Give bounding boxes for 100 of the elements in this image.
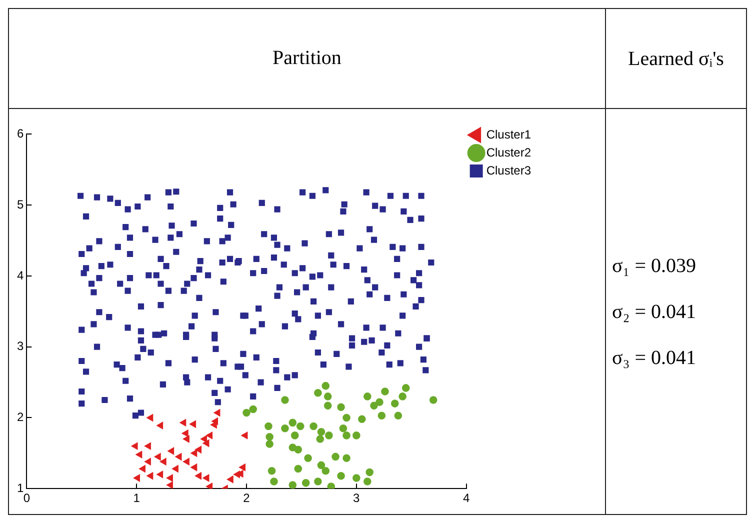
legend-label: Cluster3	[486, 163, 568, 178]
point	[302, 479, 310, 487]
point	[342, 414, 350, 422]
point	[154, 453, 161, 460]
point	[144, 458, 151, 466]
point	[249, 405, 257, 414]
point	[239, 464, 246, 471]
y-tick-label: 6	[16, 126, 24, 141]
x-tick-label: 1	[133, 491, 140, 506]
point	[200, 435, 208, 443]
point	[134, 474, 140, 482]
point	[366, 468, 374, 476]
x-tick-label: 3	[353, 491, 360, 506]
point	[281, 396, 289, 404]
point	[381, 388, 389, 396]
point	[398, 392, 406, 400]
point	[317, 428, 326, 436]
point	[206, 482, 213, 489]
point	[324, 392, 332, 400]
x-tick-label: 0	[23, 491, 30, 506]
point	[202, 474, 210, 482]
text: σ₂ = 0.041	[612, 300, 698, 324]
point	[394, 412, 402, 420]
point	[139, 465, 146, 472]
point	[352, 432, 360, 440]
point	[190, 450, 198, 457]
point	[160, 458, 166, 466]
point	[378, 412, 386, 420]
point	[370, 402, 378, 410]
point	[268, 466, 276, 475]
point	[131, 442, 138, 450]
point	[296, 422, 304, 430]
point	[327, 482, 336, 489]
point	[264, 422, 272, 430]
point	[332, 452, 340, 461]
text: σ₃ = 0.041	[612, 346, 698, 370]
point	[212, 418, 218, 425]
y-tick-label: 4	[16, 268, 24, 282]
point	[294, 446, 302, 454]
x-tick-label: 2	[243, 491, 250, 506]
point	[363, 478, 372, 486]
point	[202, 440, 210, 447]
point	[166, 481, 173, 489]
point	[290, 432, 299, 440]
point	[195, 472, 202, 480]
point	[168, 447, 174, 455]
point	[146, 414, 154, 422]
point	[339, 424, 348, 432]
chart-title: Partition	[8, 8, 606, 108]
point	[317, 461, 326, 470]
legend-label: Cluster1	[486, 127, 568, 142]
point	[241, 432, 248, 440]
point	[266, 440, 274, 448]
point	[195, 446, 202, 454]
y-tick-label: 2	[16, 410, 24, 424]
point	[270, 478, 278, 486]
point	[156, 470, 164, 478]
point	[352, 474, 360, 482]
point	[180, 419, 186, 426]
y-tick-label: 3	[16, 339, 24, 354]
point	[136, 450, 142, 458]
point	[183, 435, 190, 443]
text: σ₁ = 0.039	[612, 254, 698, 278]
point	[314, 389, 322, 397]
point	[325, 432, 333, 440]
point	[190, 420, 196, 428]
point	[144, 442, 151, 450]
point	[294, 464, 302, 473]
point	[146, 472, 154, 480]
point	[316, 435, 324, 443]
y-tick-label: 5	[16, 197, 24, 212]
point	[363, 392, 372, 400]
point	[390, 400, 399, 408]
y-tick-label: 1	[16, 480, 24, 495]
point	[206, 432, 213, 440]
point	[266, 432, 274, 441]
point	[183, 458, 190, 466]
point	[342, 454, 350, 462]
point	[342, 432, 350, 440]
point	[288, 418, 297, 427]
text: Learned σᵢ's	[606, 8, 746, 108]
point	[214, 409, 220, 416]
x-tick-label: 4	[462, 491, 470, 506]
point	[358, 415, 366, 424]
point	[304, 454, 312, 462]
point	[166, 474, 173, 482]
point	[281, 424, 289, 432]
point	[322, 382, 330, 390]
point	[324, 402, 332, 410]
legend-label: Cluster2	[486, 145, 568, 160]
point	[182, 430, 188, 437]
point	[314, 478, 322, 486]
point	[376, 398, 384, 406]
point	[310, 422, 318, 430]
point	[175, 453, 182, 460]
point	[288, 481, 297, 489]
point	[337, 403, 345, 411]
point	[172, 465, 178, 472]
point	[242, 408, 250, 417]
point	[322, 466, 330, 475]
